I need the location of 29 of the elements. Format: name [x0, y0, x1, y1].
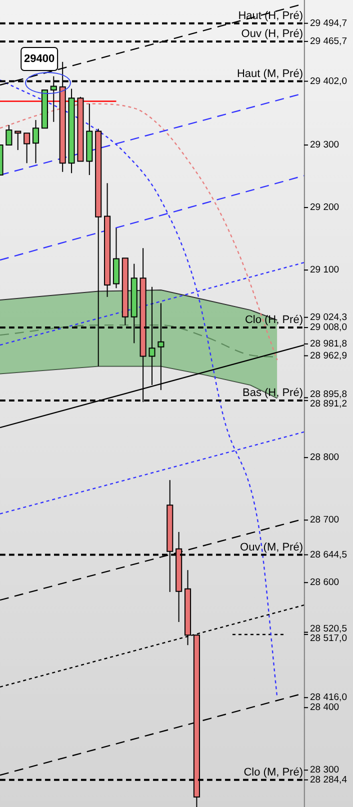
- y-tick-label: 29 100: [310, 264, 340, 276]
- y-tick-label: 29 008,0: [310, 322, 347, 334]
- y-tick-label: 28 644,5: [310, 549, 347, 560]
- ref-line-label: Clo (H, Pré): [244, 314, 303, 326]
- y-tick-label: 28 981,8: [310, 338, 347, 350]
- ref-line-label: Clo (M, Pré): [244, 766, 303, 778]
- y-tick-label: 29 402,0: [310, 76, 347, 87]
- y-tick-label: 28 520,5: [310, 623, 347, 634]
- y-tick-label: 29 024,3: [310, 312, 347, 323]
- y-tick-label: 28 600: [310, 577, 340, 588]
- y-tick-label: 28 891,2: [310, 398, 347, 410]
- ref-line-label: Haut (M, Pré): [236, 68, 303, 80]
- y-tick-label: 28 400: [310, 702, 340, 714]
- y-tick-label: 29 300: [310, 140, 340, 151]
- y-tick-label: 28 284,4: [310, 774, 347, 786]
- y-tick-label: 29 200: [310, 202, 340, 214]
- ref-line-label: Bas (H, Pré): [242, 387, 303, 400]
- ref-line-label: Ouv (H, Pré): [241, 28, 303, 40]
- ref-line-label: Ouv (M, Pré): [240, 541, 303, 554]
- y-tick-label: 29 494,7: [310, 18, 347, 29]
- y-tick-label: 29 465,7: [310, 36, 347, 48]
- annotation: 29400: [24, 53, 55, 66]
- y-tick-label: 28 700: [310, 514, 340, 526]
- y-tick-label: 28 895,8: [310, 389, 347, 400]
- y-tick-label: 28 800: [310, 452, 340, 464]
- y-tick-label: 28 300: [310, 764, 340, 776]
- y-tick-label: 28 517,0: [310, 632, 347, 644]
- y-tick-label: 28 962,9: [310, 350, 347, 362]
- y-tick-label: 28 416,0: [310, 692, 347, 704]
